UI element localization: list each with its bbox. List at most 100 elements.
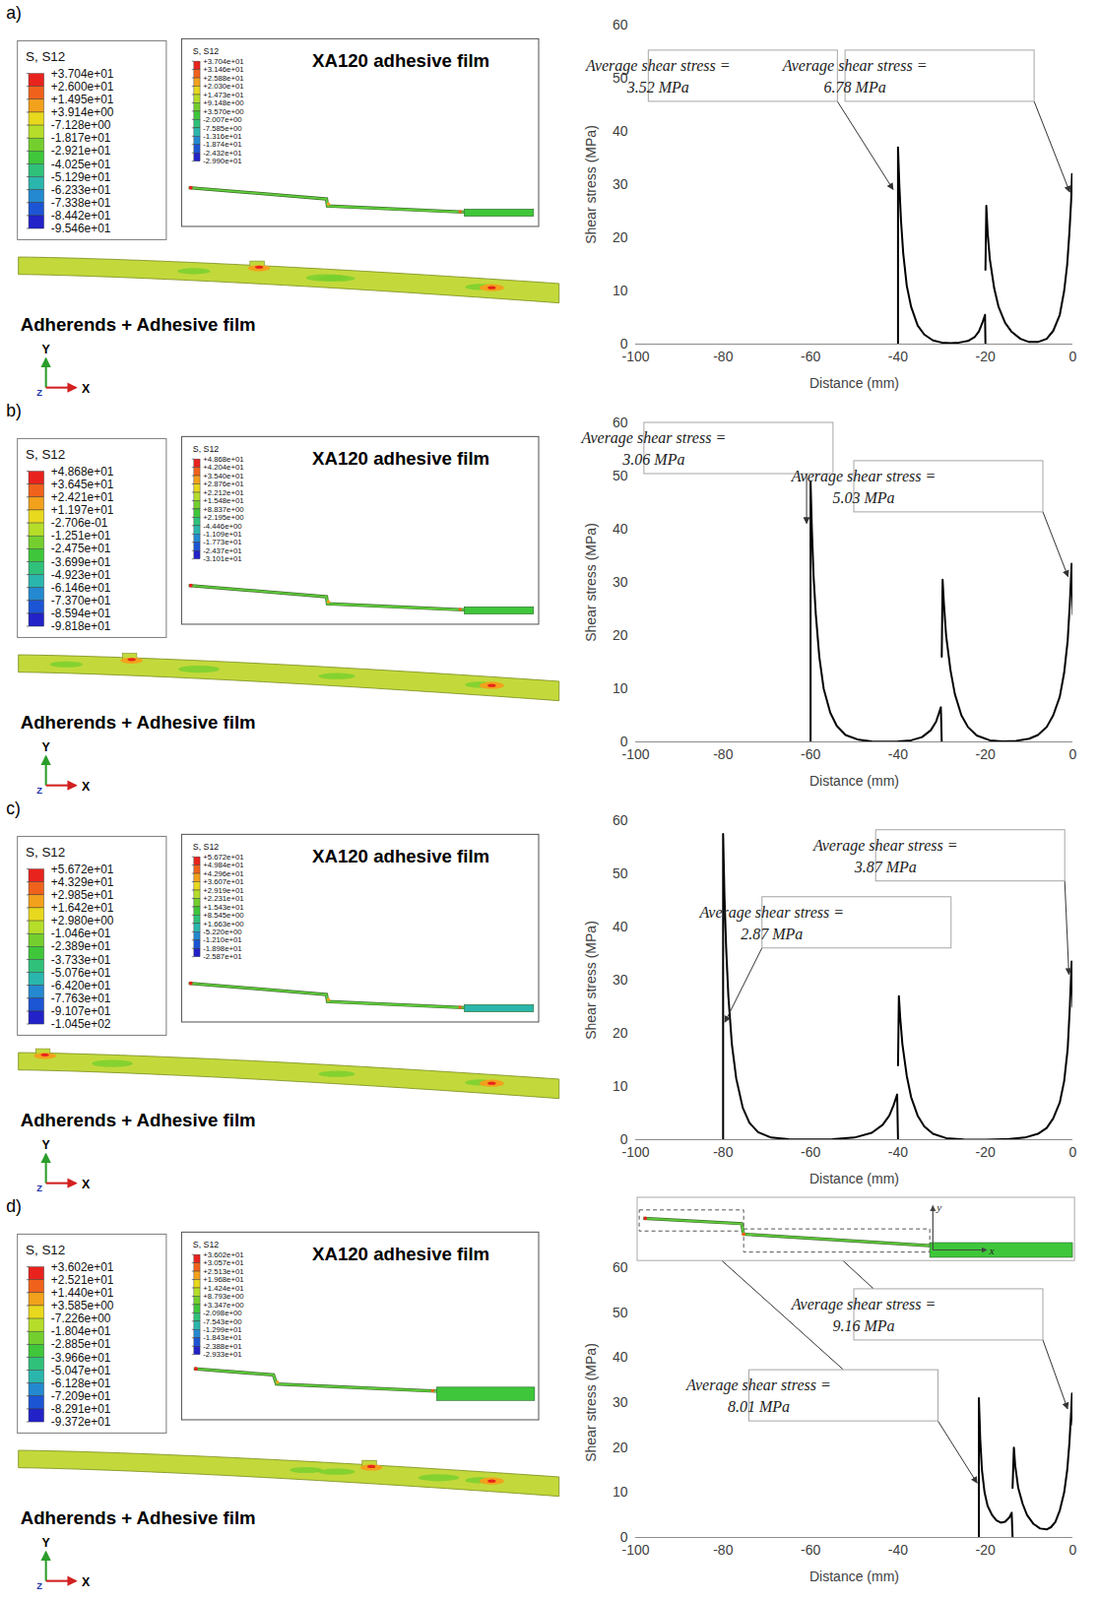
svg-text:X: X <box>81 382 91 396</box>
svg-text:2.87 MPa: 2.87 MPa <box>740 925 803 943</box>
svg-text:y: y <box>935 1201 942 1214</box>
svg-text:3.87 MPa: 3.87 MPa <box>853 858 917 876</box>
svg-text:Distance (mm): Distance (mm) <box>809 375 900 391</box>
svg-text:-1.251e+01: -1.251e+01 <box>51 528 112 543</box>
svg-text:S, S12: S, S12 <box>193 1239 220 1250</box>
svg-text:40: 40 <box>612 123 629 139</box>
svg-text:20: 20 <box>612 1025 629 1041</box>
svg-text:+3.585e+00: +3.585e+00 <box>51 1298 115 1313</box>
svg-text:Y: Y <box>42 1536 52 1551</box>
svg-text:40: 40 <box>612 1349 629 1365</box>
svg-text:-6.146e+01: -6.146e+01 <box>51 581 112 595</box>
svg-text:60: 60 <box>612 16 629 33</box>
svg-text:+3.602e+01: +3.602e+01 <box>51 1260 115 1275</box>
svg-text:-40: -40 <box>888 1144 908 1161</box>
svg-text:Shear stress (MPa): Shear stress (MPa) <box>582 522 599 643</box>
svg-text:XA120 adhesive film: XA120 adhesive film <box>312 1243 490 1265</box>
svg-text:Shear stress (MPa): Shear stress (MPa) <box>582 125 599 245</box>
svg-text:Shear stress (MPa): Shear stress (MPa) <box>582 1343 599 1463</box>
svg-text:S, S12: S, S12 <box>193 841 220 852</box>
svg-text:S, S12: S, S12 <box>193 444 220 454</box>
svg-text:30: 30 <box>612 574 629 590</box>
svg-text:+2.985e+01: +2.985e+01 <box>51 888 115 903</box>
svg-text:Y: Y <box>42 342 52 357</box>
svg-text:Y: Y <box>42 1138 52 1153</box>
svg-text:-60: -60 <box>800 746 821 763</box>
svg-text:-20: -20 <box>975 746 996 763</box>
svg-text:X: X <box>81 1575 91 1590</box>
svg-text:40: 40 <box>612 918 629 935</box>
svg-text:Average shear stress =: Average shear stress = <box>812 837 959 855</box>
svg-text:d): d) <box>5 1196 22 1217</box>
svg-text:XA120 adhesive film: XA120 adhesive film <box>312 448 490 469</box>
svg-text:Z: Z <box>36 387 43 398</box>
svg-text:6.78 MPa: 6.78 MPa <box>824 78 887 96</box>
svg-text:-6.233e+01: -6.233e+01 <box>51 183 112 197</box>
svg-text:Average shear stress =: Average shear stress = <box>581 429 727 448</box>
svg-text:10: 10 <box>612 1484 629 1500</box>
svg-text:-20: -20 <box>975 348 996 365</box>
svg-text:S, S12: S, S12 <box>25 49 65 65</box>
svg-text:-7.763e+01: -7.763e+01 <box>51 991 112 1006</box>
svg-text:-40: -40 <box>888 1542 908 1558</box>
svg-text:0: 0 <box>1069 746 1078 763</box>
svg-text:-2.885e+01: -2.885e+01 <box>51 1337 112 1352</box>
svg-text:+2.980e+00: +2.980e+00 <box>51 913 115 928</box>
svg-text:-3.966e+01: -3.966e+01 <box>51 1351 112 1365</box>
svg-text:+4.868e+01: +4.868e+01 <box>51 464 115 479</box>
svg-text:-7.370e+01: -7.370e+01 <box>51 593 112 608</box>
svg-text:Average shear stress =: Average shear stress = <box>698 904 844 922</box>
svg-text:-2.389e+01: -2.389e+01 <box>51 939 112 954</box>
svg-text:XA120 adhesive film: XA120 adhesive film <box>312 50 490 71</box>
svg-text:-2.921e+01: -2.921e+01 <box>51 143 112 158</box>
svg-text:-60: -60 <box>800 348 821 365</box>
svg-text:-80: -80 <box>712 1542 733 1558</box>
svg-text:-80: -80 <box>712 746 733 763</box>
svg-text:+1.642e+01: +1.642e+01 <box>51 901 115 915</box>
svg-text:50: 50 <box>612 467 629 484</box>
svg-text:+1.440e+01: +1.440e+01 <box>51 1286 115 1300</box>
svg-text:-6.420e+01: -6.420e+01 <box>51 978 112 993</box>
svg-text:-60: -60 <box>800 1144 821 1161</box>
svg-text:20: 20 <box>612 627 629 644</box>
svg-text:Adherends + Adhesive film: Adherends + Adhesive film <box>20 711 257 733</box>
svg-text:30: 30 <box>612 1394 629 1411</box>
svg-text:-100: -100 <box>621 1542 649 1558</box>
svg-text:-9.372e+01: -9.372e+01 <box>51 1415 112 1429</box>
svg-text:-1.817e+01: -1.817e+01 <box>51 130 112 145</box>
svg-text:30: 30 <box>612 971 629 988</box>
svg-text:Adherends + Adhesive film: Adherends + Adhesive film <box>20 314 257 335</box>
svg-text:-2.706e-01: -2.706e-01 <box>51 516 109 530</box>
svg-text:-4.025e+01: -4.025e+01 <box>51 157 112 172</box>
svg-text:x: x <box>988 1244 995 1257</box>
svg-text:-5.129e+01: -5.129e+01 <box>51 170 112 185</box>
svg-text:S, S12: S, S12 <box>25 1242 65 1258</box>
svg-text:5.03 MPa: 5.03 MPa <box>832 489 895 507</box>
svg-text:-4.923e+01: -4.923e+01 <box>51 568 112 582</box>
svg-text:-20: -20 <box>975 1144 996 1161</box>
svg-text:+4.329e+01: +4.329e+01 <box>51 875 115 890</box>
svg-text:X: X <box>81 1177 91 1192</box>
svg-text:S, S12: S, S12 <box>25 447 65 462</box>
svg-text:+1.495e+01: +1.495e+01 <box>51 92 115 107</box>
svg-text:-3.101e+01: -3.101e+01 <box>202 554 242 564</box>
svg-text:Distance (mm): Distance (mm) <box>809 773 900 789</box>
svg-text:+5.672e+01: +5.672e+01 <box>51 862 115 877</box>
svg-text:Distance (mm): Distance (mm) <box>809 1568 900 1585</box>
svg-text:10: 10 <box>612 1078 629 1095</box>
svg-text:-2.990e+01: -2.990e+01 <box>202 156 242 166</box>
svg-text:-8.442e+01: -8.442e+01 <box>51 208 112 223</box>
svg-text:c): c) <box>5 798 21 819</box>
svg-text:Adherends + Adhesive film: Adherends + Adhesive film <box>20 1507 257 1529</box>
svg-text:Shear stress (MPa): Shear stress (MPa) <box>582 920 599 1040</box>
svg-text:-100: -100 <box>621 1144 649 1161</box>
svg-text:-2.933e+01: -2.933e+01 <box>202 1350 242 1359</box>
svg-text:-7.209e+01: -7.209e+01 <box>51 1389 112 1404</box>
svg-text:a): a) <box>5 2 22 23</box>
svg-text:60: 60 <box>612 414 629 431</box>
svg-text:X: X <box>81 779 91 794</box>
svg-text:20: 20 <box>612 229 629 246</box>
svg-text:Average shear stress =: Average shear stress = <box>781 57 928 75</box>
svg-text:-100: -100 <box>621 348 649 365</box>
svg-text:+3.914e+00: +3.914e+00 <box>51 105 115 120</box>
